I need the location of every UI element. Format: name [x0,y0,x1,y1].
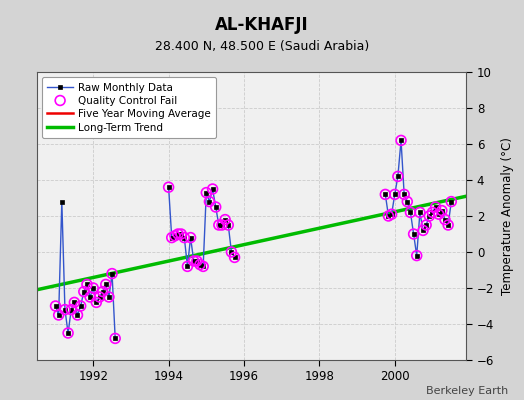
Raw Monthly Data [68,307,74,312]
Quality Control Fail [177,231,185,237]
Quality Control Fail [215,222,223,228]
Quality Control Fail [212,204,220,210]
Quality Control Fail [180,234,189,241]
Quality Control Fail [205,198,214,205]
Y-axis label: Temperature Anomaly (°C): Temperature Anomaly (°C) [501,137,514,295]
Quality Control Fail [444,222,452,228]
Raw Monthly Data [106,294,112,299]
Quality Control Fail [419,227,427,234]
Quality Control Fail [187,234,195,241]
Quality Control Fail [387,211,396,218]
Raw Monthly Data [100,289,106,294]
Quality Control Fail [80,288,88,295]
Quality Control Fail [409,231,418,237]
Raw Monthly Data [93,300,100,305]
Quality Control Fail [416,209,424,216]
Quality Control Fail [102,281,110,288]
Raw Monthly Data [71,300,78,305]
Quality Control Fail [447,198,455,205]
Quality Control Fail [99,288,107,295]
Quality Control Fail [92,299,101,306]
Quality Control Fail [384,213,392,219]
Raw Monthly Data [52,304,59,308]
Quality Control Fail [183,263,192,270]
Quality Control Fail [165,184,173,190]
Text: AL-KHAFJI: AL-KHAFJI [215,16,309,34]
Quality Control Fail [67,306,75,313]
Quality Control Fail [64,330,72,336]
Quality Control Fail [397,137,405,144]
Quality Control Fail [227,249,236,255]
Quality Control Fail [196,262,204,268]
Quality Control Fail [105,294,113,300]
Quality Control Fail [171,233,179,239]
Quality Control Fail [231,254,239,261]
Raw Monthly Data [56,313,62,318]
Quality Control Fail [168,234,176,241]
Quality Control Fail [89,285,97,291]
Text: 28.400 N, 48.500 E (Saudi Arabia): 28.400 N, 48.500 E (Saudi Arabia) [155,40,369,53]
Text: Berkeley Earth: Berkeley Earth [426,386,508,396]
Quality Control Fail [83,281,91,288]
Quality Control Fail [431,204,440,210]
Quality Control Fail [95,294,104,300]
Quality Control Fail [403,198,411,205]
Quality Control Fail [209,186,217,192]
Quality Control Fail [406,209,414,216]
Raw Monthly Data [59,199,65,204]
Quality Control Fail [199,263,208,270]
Quality Control Fail [434,211,443,218]
Quality Control Fail [51,303,60,309]
Raw Monthly Data [74,313,81,318]
Raw Monthly Data [112,336,118,341]
Quality Control Fail [218,222,226,228]
Quality Control Fail [412,252,421,259]
Legend: Raw Monthly Data, Quality Control Fail, Five Year Moving Average, Long-Term Tren: Raw Monthly Data, Quality Control Fail, … [42,77,216,138]
Quality Control Fail [111,335,119,342]
Quality Control Fail [428,209,436,216]
Quality Control Fail [174,231,182,237]
Quality Control Fail [190,258,198,264]
Quality Control Fail [400,191,408,198]
Quality Control Fail [422,222,430,228]
Quality Control Fail [438,207,446,214]
Quality Control Fail [61,306,69,313]
Quality Control Fail [108,270,116,277]
Quality Control Fail [381,191,389,198]
Quality Control Fail [425,213,433,219]
Raw Monthly Data [78,304,84,308]
Quality Control Fail [86,294,94,300]
Raw Monthly Data [84,282,90,287]
Quality Control Fail [394,173,402,180]
Raw Monthly Data [62,307,68,312]
Raw Monthly Data [65,330,71,335]
Quality Control Fail [77,303,85,309]
Quality Control Fail [54,312,63,318]
Quality Control Fail [441,216,449,223]
Quality Control Fail [73,312,82,318]
Quality Control Fail [221,216,230,223]
Quality Control Fail [70,299,79,306]
Raw Monthly Data [109,271,115,276]
Raw Monthly Data [103,282,109,287]
Raw Monthly Data [81,289,87,294]
Raw Monthly Data [87,294,93,299]
Line: Raw Monthly Data: Raw Monthly Data [54,200,117,340]
Quality Control Fail [202,189,211,196]
Raw Monthly Data [96,294,103,299]
Quality Control Fail [193,258,201,264]
Quality Control Fail [224,222,233,228]
Raw Monthly Data [90,286,96,290]
Quality Control Fail [390,191,399,198]
